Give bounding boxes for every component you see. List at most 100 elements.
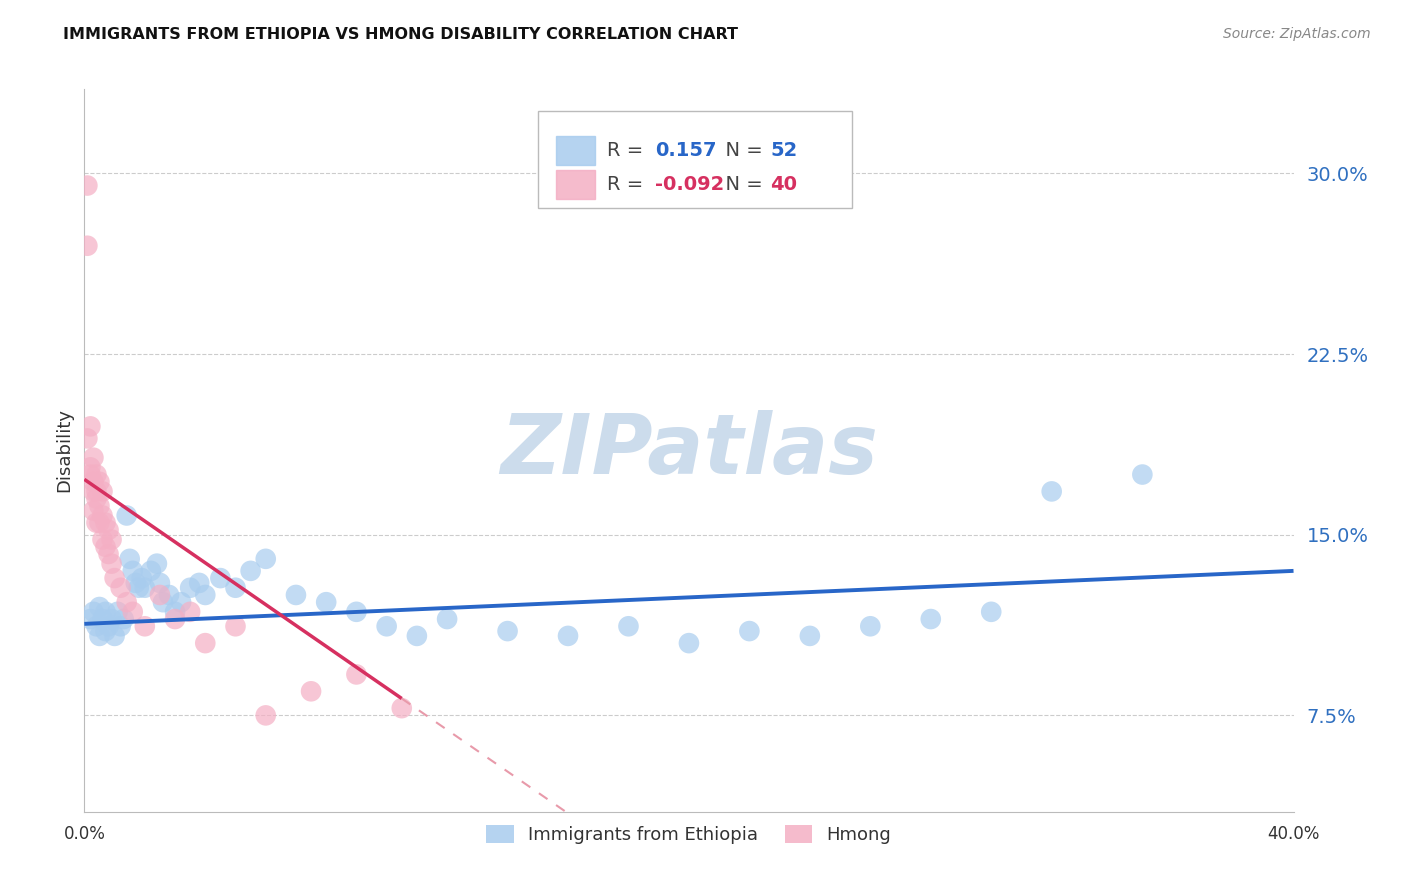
Point (738, 624, 761, 639)
Point (82, 484, 104, 499)
Point (128, 581, 150, 595)
Point (121, 564, 143, 578)
Point (110, 581, 132, 595)
Point (107, 605, 129, 619)
Point (391, 701, 413, 715)
Point (94, 605, 117, 619)
Point (97, 523, 120, 537)
Point (89, 475, 111, 489)
Text: 52: 52 (770, 141, 797, 161)
Text: R =: R = (607, 176, 650, 194)
Point (1130, 467, 1153, 482)
Point (91, 612, 114, 626)
Point (118, 551, 141, 566)
Text: 0.157: 0.157 (655, 141, 717, 161)
FancyBboxPatch shape (555, 136, 595, 165)
Text: R =: R = (607, 141, 650, 161)
Point (100, 612, 122, 626)
Point (139, 564, 162, 578)
Point (149, 588, 172, 602)
Point (104, 571, 127, 585)
FancyBboxPatch shape (538, 111, 852, 209)
Text: -0.092: -0.092 (655, 176, 724, 194)
Point (209, 571, 232, 585)
Point (79, 467, 101, 482)
Text: ZIPatlas: ZIPatlas (501, 410, 877, 491)
Point (157, 588, 180, 602)
Point (436, 612, 458, 626)
Point (165, 605, 187, 619)
Point (91, 533, 114, 547)
Point (121, 605, 143, 619)
Point (76, 432, 98, 446)
Point (131, 571, 153, 585)
Point (89, 629, 111, 643)
Point (149, 576, 172, 591)
Point (91, 484, 114, 499)
Point (254, 708, 277, 723)
Point (89, 600, 111, 615)
Point (86, 619, 108, 633)
Point (79, 419, 101, 434)
Point (980, 605, 1002, 619)
Point (86, 467, 108, 482)
Legend: Immigrants from Ethiopia, Hmong: Immigrants from Ethiopia, Hmong (478, 816, 900, 854)
Point (134, 581, 156, 595)
Point (115, 508, 138, 523)
Point (97, 619, 120, 633)
Point (76, 238, 98, 253)
Point (315, 595, 337, 609)
Point (100, 533, 122, 547)
Point (82, 475, 104, 489)
Point (225, 619, 247, 633)
Y-axis label: Disability: Disability (55, 409, 73, 492)
Point (94, 540, 117, 554)
Point (82, 503, 104, 517)
Point (254, 551, 277, 566)
Point (86, 484, 108, 499)
Point (179, 581, 201, 595)
Point (194, 636, 217, 650)
Point (285, 588, 308, 602)
Point (346, 667, 368, 681)
Point (79, 460, 101, 475)
Point (110, 619, 132, 633)
Point (94, 516, 117, 530)
Text: IMMIGRANTS FROM ETHIOPIA VS HMONG DISABILITY CORRELATION CHART: IMMIGRANTS FROM ETHIOPIA VS HMONG DISABI… (63, 27, 738, 42)
Point (82, 605, 104, 619)
Point (89, 499, 111, 513)
Point (76, 178, 98, 193)
Point (920, 612, 942, 626)
Point (239, 564, 262, 578)
Point (617, 619, 640, 633)
Point (112, 612, 135, 626)
Point (799, 629, 821, 643)
Point (346, 605, 368, 619)
Text: 40: 40 (770, 176, 797, 194)
Point (152, 595, 174, 609)
Point (406, 629, 429, 643)
Point (194, 588, 217, 602)
Point (165, 612, 187, 626)
Point (179, 605, 201, 619)
Point (496, 624, 519, 639)
Point (94, 624, 117, 639)
Point (91, 508, 114, 523)
Point (375, 619, 398, 633)
Point (225, 581, 247, 595)
Point (97, 547, 120, 561)
Point (125, 576, 148, 591)
Point (170, 595, 193, 609)
Point (86, 516, 108, 530)
Point (104, 629, 127, 643)
Point (859, 619, 882, 633)
Point (188, 576, 211, 591)
Point (89, 516, 111, 530)
Point (79, 612, 101, 626)
Point (115, 595, 138, 609)
Point (100, 557, 122, 571)
Text: N =: N = (713, 176, 769, 194)
Point (1040, 484, 1063, 499)
Point (82, 450, 104, 465)
Point (134, 619, 156, 633)
